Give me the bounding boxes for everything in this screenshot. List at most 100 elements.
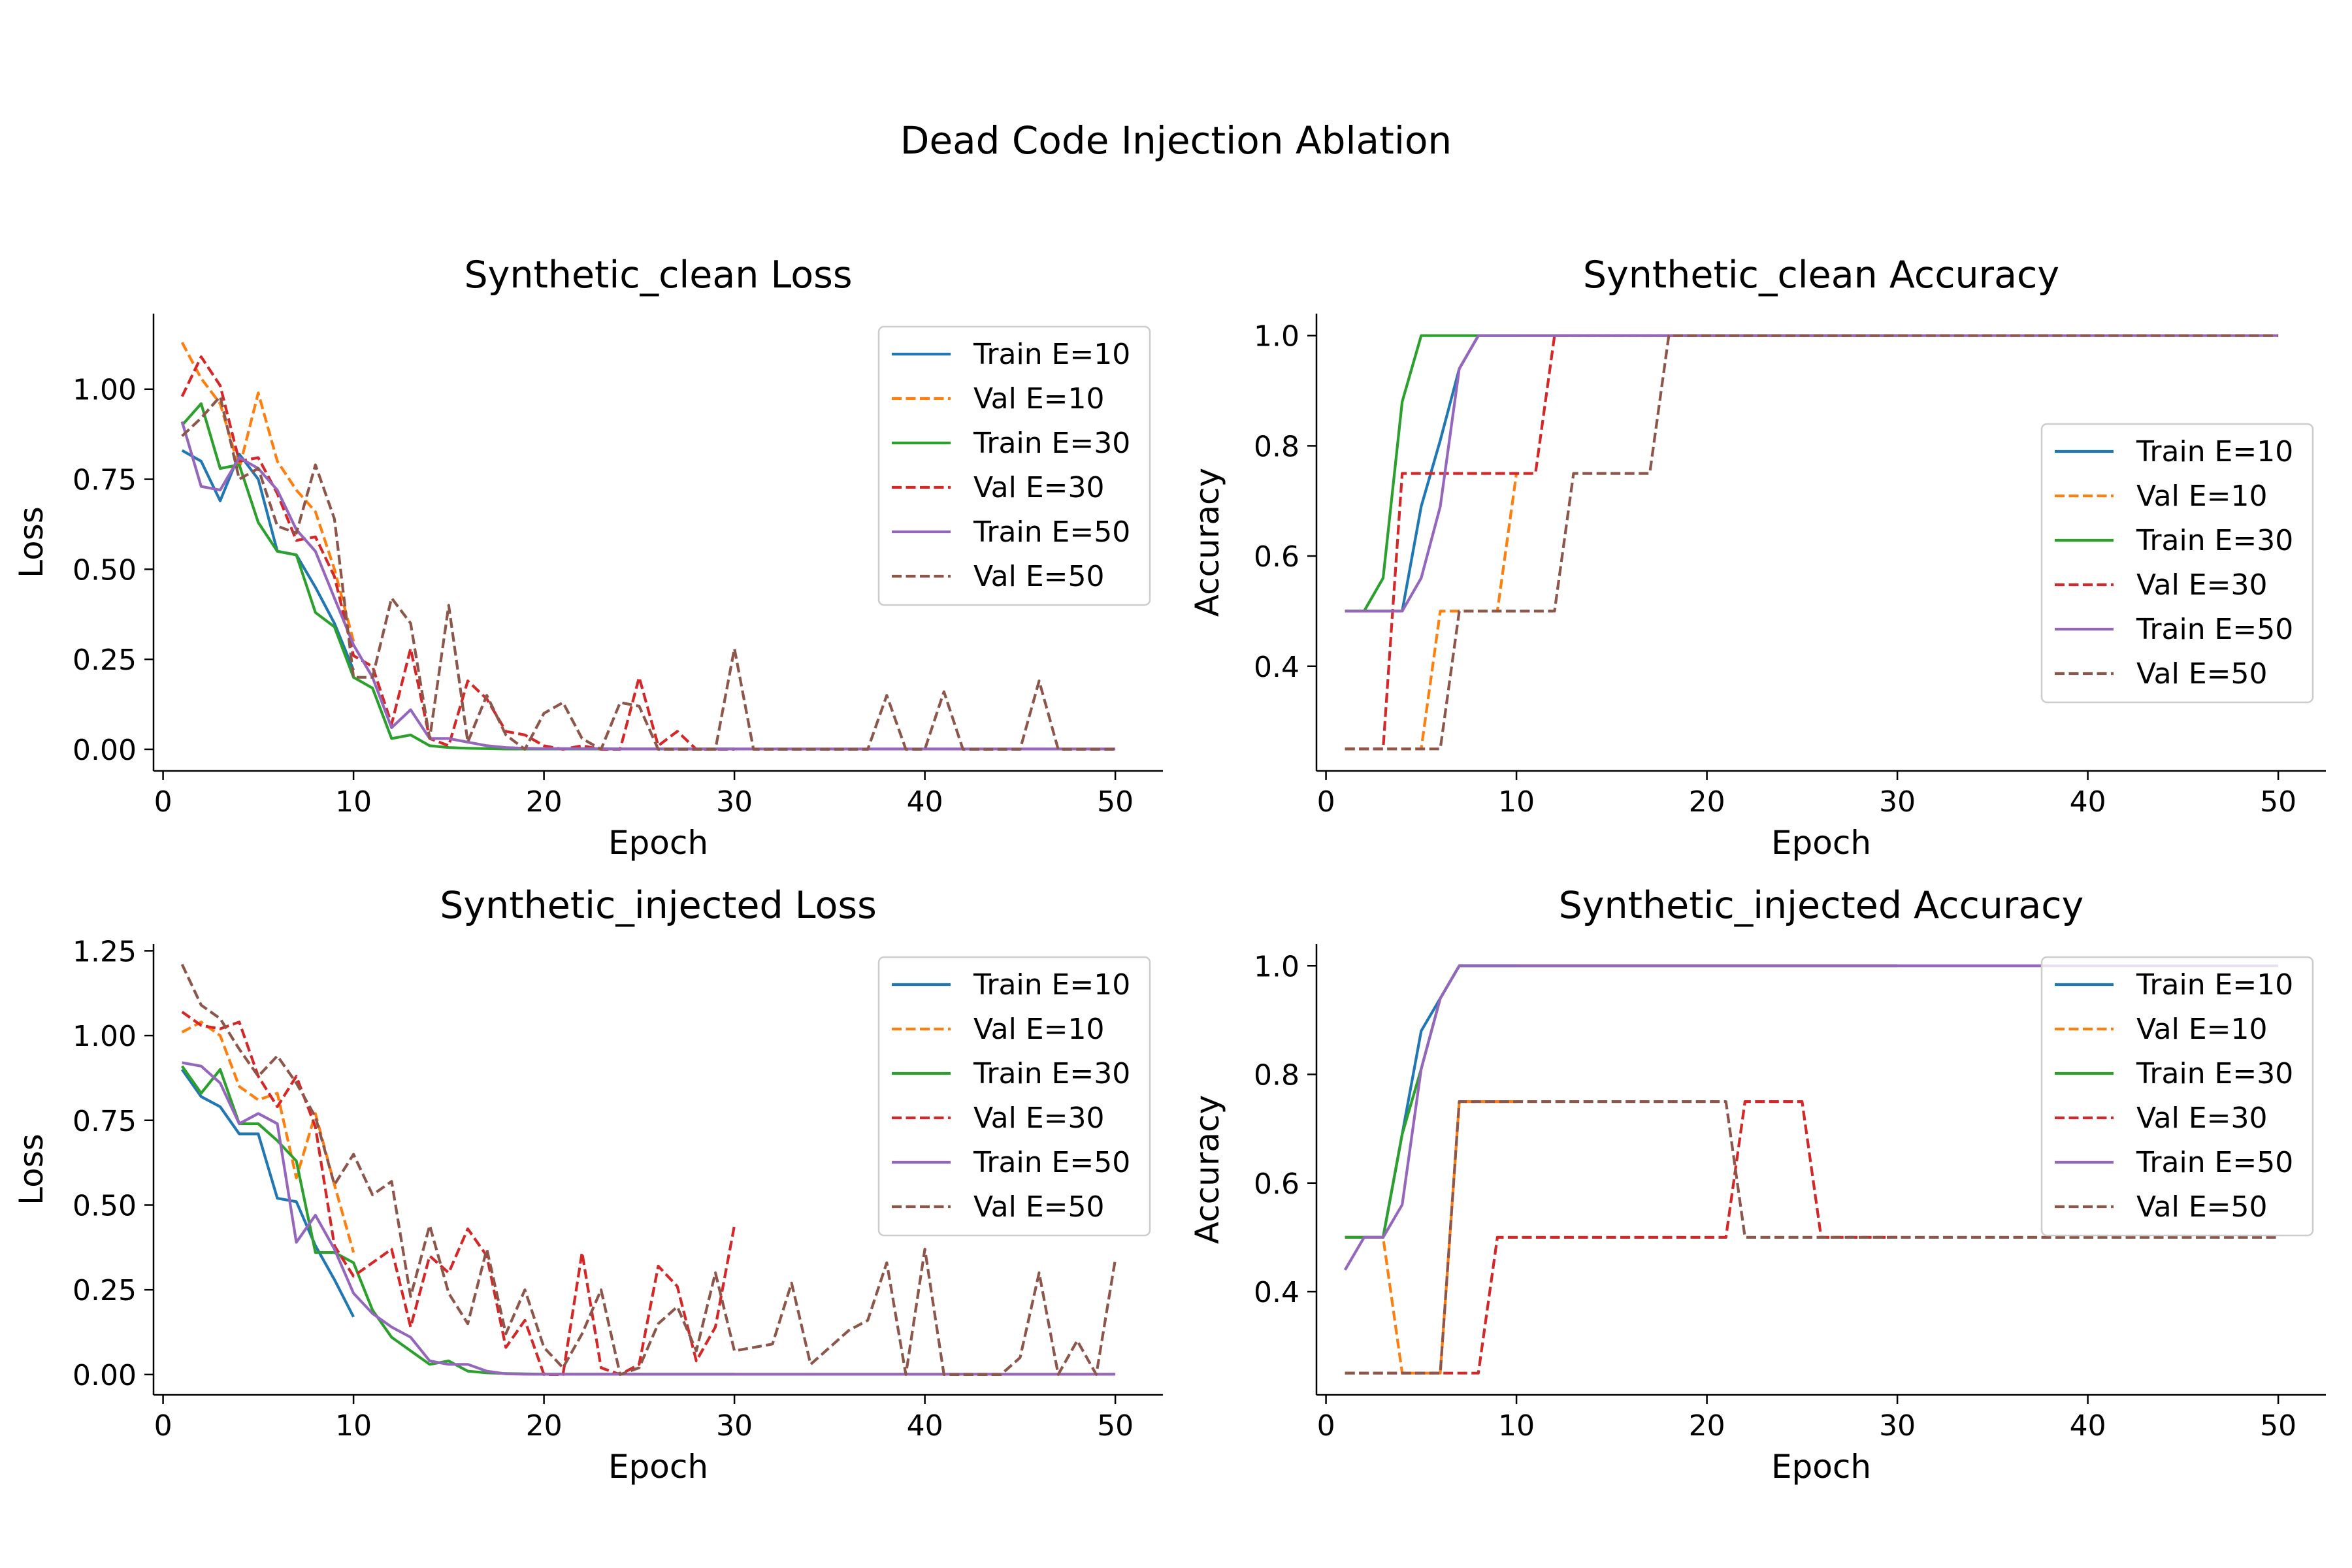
chart-3-legend-label: Val E=30 (973, 1102, 1105, 1135)
chart-3-y-tick-label: 0.25 (73, 1274, 137, 1307)
chart-3-legend-label: Train E=10 (973, 968, 1130, 1002)
chart-4: Synthetic_injected Accuracy 0 10 20 30 40 50 0.… (1188, 884, 2326, 1486)
chart-3-x-tick-label: 10 (335, 1409, 372, 1443)
chart-4-x-label: Epoch (1771, 1448, 1871, 1486)
chart-2-x-tick-label: 30 (1879, 785, 1916, 819)
chart-1-legend-label: Train E=50 (973, 515, 1130, 549)
chart-2-legend-frame (2040, 423, 2314, 704)
chart-3-legend: Train E=10 Val E=10 Train E=30 Val E=30 Trai… (877, 956, 1151, 1237)
chart-1-series-train-e-10 (181, 449, 355, 671)
chart-1-x-tick-label: 0 (154, 785, 172, 819)
chart-1-y-label: Loss (12, 506, 50, 578)
chart-1-y-tick-label: 0.75 (73, 464, 137, 497)
figure-title: Dead Code Injection Ablation (900, 118, 1452, 163)
chart-1-x-tick-label: 10 (335, 785, 372, 819)
chart-4-legend-label: Train E=50 (2136, 1146, 2293, 1179)
chart-4-legend-label: Val E=50 (2136, 1190, 2268, 1224)
chart-4-y-tick-label: 0.8 (1254, 1059, 1299, 1092)
chart-2-x-label: Epoch (1771, 824, 1871, 862)
chart-3-legend-frame (877, 956, 1151, 1237)
chart-1-legend: Train E=10 Val E=10 Train E=30 Val E=30 Trai… (877, 325, 1151, 606)
chart-3-y-tick-label: 0.00 (73, 1359, 137, 1392)
chart-2-series-val-e-50 (1345, 334, 2279, 751)
subplot-grid: Synthetic_clean Loss 0 10 20 30 40 50 0.00 0.25 0… (12, 253, 2326, 1486)
chart-1-x-tick-label: 20 (526, 785, 563, 819)
chart-3-plot-area (180, 964, 1117, 1376)
chart-4-legend-label: Val E=10 (2136, 1013, 2268, 1046)
chart-3: Synthetic_injected Loss 0 10 20 30 40 50 0.00 0.… (12, 884, 1163, 1486)
chart-1-legend-label: Val E=50 (973, 560, 1105, 593)
chart-1-title: Synthetic_clean Loss (464, 253, 852, 297)
chart-4-legend-label: Val E=30 (2136, 1102, 2268, 1135)
chart-3-series-val-e-50 (180, 964, 1117, 1376)
chart-1-series-val-e-30 (180, 355, 735, 751)
chart-3-y-tick-label: 0.50 (73, 1189, 137, 1222)
chart-4-x-tick-label: 10 (1498, 1409, 1535, 1443)
chart-4-x-tick-label: 40 (2070, 1409, 2106, 1443)
chart-1-y-tick-label: 0.00 (73, 734, 137, 767)
chart-2-y-label: Accuracy (1188, 468, 1226, 617)
chart-3-y-tick-label: 1.25 (73, 935, 137, 968)
chart-1-series-val-e-50 (181, 395, 1116, 751)
chart-2-legend-label: Train E=50 (2136, 613, 2293, 646)
chart-4-legend: Train E=10 Val E=10 Train E=30 Val E=30 Trai… (2040, 956, 2314, 1237)
chart-2-plot-area (1345, 334, 2279, 751)
chart-1-x-tick-label: 50 (1097, 785, 1134, 819)
chart-4-y-tick-label: 0.4 (1254, 1276, 1299, 1309)
chart-1-legend-frame (877, 325, 1151, 606)
chart-1-plot-area (180, 342, 1116, 751)
chart-4-y-label: Accuracy (1188, 1095, 1226, 1244)
chart-1-legend-label: Val E=30 (973, 471, 1105, 504)
chart-4-x-tick-label: 50 (2260, 1409, 2296, 1443)
chart-3-y-tick-label: 0.75 (73, 1105, 137, 1138)
chart-3-legend-label: Train E=50 (973, 1146, 1130, 1179)
chart-3-legend-label: Val E=10 (973, 1013, 1105, 1046)
chart-1: Synthetic_clean Loss 0 10 20 30 40 50 0.00 0.25 0… (12, 253, 1163, 862)
chart-3-x-tick-label: 0 (154, 1409, 172, 1443)
chart-4-x-tick-label: 20 (1689, 1409, 1725, 1443)
chart-3-title: Synthetic_injected Loss (440, 884, 877, 927)
chart-3-series-train-e-10 (180, 1068, 355, 1318)
chart-4-x-tick-label: 30 (1879, 1409, 1916, 1443)
chart-2-legend-label: Val E=30 (2136, 568, 2268, 602)
chart-3-x-tick-label: 20 (526, 1409, 563, 1443)
chart-4-legend-frame (2040, 956, 2314, 1237)
chart-1-y-tick-label: 0.50 (73, 553, 137, 587)
chart-3-y-label: Loss (12, 1134, 50, 1205)
chart-3-x-tick-label: 50 (1097, 1409, 1134, 1443)
chart-2-x-tick-label: 0 (1317, 785, 1335, 819)
chart-2-y-tick-label: 0.8 (1254, 430, 1299, 463)
chart-3-x-tick-label: 30 (716, 1409, 753, 1443)
chart-4-legend-label: Train E=30 (2136, 1057, 2293, 1090)
chart-3-y-tick-label: 1.00 (73, 1020, 137, 1053)
chart-3-x-label: Epoch (608, 1448, 708, 1486)
chart-2-x-tick-label: 50 (2260, 785, 2296, 819)
chart-1-legend-label: Train E=10 (973, 338, 1130, 371)
chart-4-series-val-e-50 (1345, 1100, 2279, 1375)
chart-2: Synthetic_clean Accuracy 0 10 20 30 40 50 0.4 0.… (1188, 253, 2326, 862)
chart-1-legend-label: Train E=30 (973, 427, 1130, 460)
chart-2-title: Synthetic_clean Accuracy (1583, 253, 2059, 297)
chart-1-y-tick-label: 0.25 (73, 644, 137, 677)
chart-3-series-val-e-30 (181, 1011, 736, 1376)
chart-1-y-tick-label: 1.00 (73, 374, 137, 407)
chart-4-title: Synthetic_injected Accuracy (1559, 884, 2084, 927)
chart-1-x-label: Epoch (608, 824, 708, 862)
chart-2-legend-label: Val E=10 (2136, 480, 2268, 513)
chart-1-legend-label: Val E=10 (973, 382, 1105, 416)
chart-4-legend-label: Train E=10 (2136, 968, 2293, 1002)
chart-2-legend-label: Train E=10 (2136, 435, 2293, 468)
chart-1-x-tick-label: 40 (907, 785, 943, 819)
chart-2-x-tick-label: 40 (2070, 785, 2106, 819)
chart-3-legend-label: Val E=50 (973, 1190, 1105, 1224)
chart-2-y-tick-label: 1.0 (1254, 320, 1299, 353)
chart-2-legend-label: Val E=50 (2136, 657, 2268, 691)
chart-2-legend-label: Train E=30 (2136, 524, 2293, 557)
chart-1-series-val-e-10 (180, 342, 355, 642)
chart-2-x-tick-label: 10 (1498, 785, 1535, 819)
chart-3-x-tick-label: 40 (907, 1409, 943, 1443)
chart-4-y-tick-label: 0.6 (1254, 1168, 1299, 1201)
chart-2-x-tick-label: 20 (1689, 785, 1725, 819)
